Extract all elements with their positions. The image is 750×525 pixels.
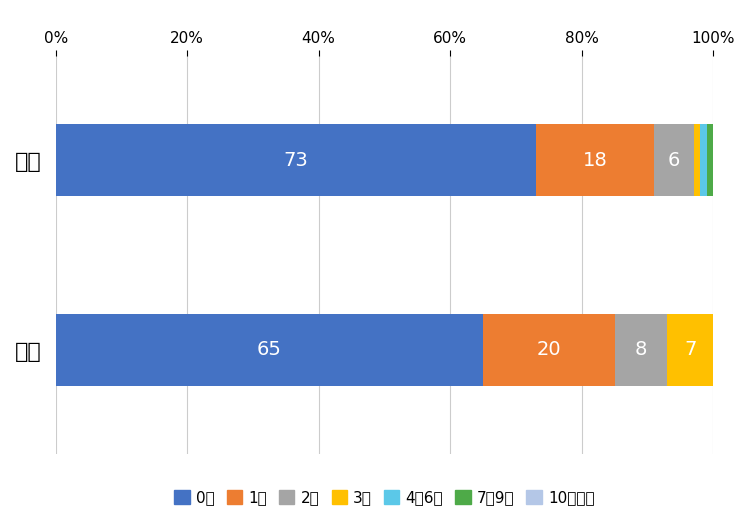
Text: 65: 65 <box>257 340 282 359</box>
Bar <box>56 314 483 386</box>
Bar <box>614 314 668 386</box>
Text: 20: 20 <box>536 340 561 359</box>
Bar <box>706 124 713 196</box>
Bar <box>654 124 694 196</box>
Bar <box>536 124 654 196</box>
Bar <box>483 314 614 386</box>
Bar <box>700 124 706 196</box>
Text: 73: 73 <box>284 151 308 170</box>
Text: 18: 18 <box>583 151 608 170</box>
Text: 8: 8 <box>634 340 647 359</box>
Text: 7: 7 <box>684 340 697 359</box>
Text: 6: 6 <box>668 151 680 170</box>
Bar <box>56 124 536 196</box>
Legend: 0社, 1社, 2社, 3社, 4〜6社, 7〜9社, 10社以上: 0社, 1社, 2社, 3社, 4〜6社, 7〜9社, 10社以上 <box>170 486 599 510</box>
Bar <box>668 314 713 386</box>
Bar <box>694 124 700 196</box>
